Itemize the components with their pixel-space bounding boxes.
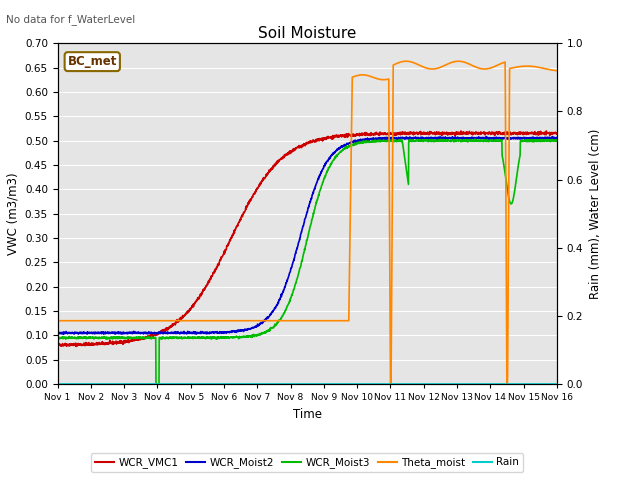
Y-axis label: Rain (mm), Water Level (cm): Rain (mm), Water Level (cm) [589,129,602,299]
X-axis label: Time: Time [292,408,322,420]
Text: BC_met: BC_met [68,55,117,68]
Legend: WCR_VMC1, WCR_Moist2, WCR_Moist3, Theta_moist, Rain: WCR_VMC1, WCR_Moist2, WCR_Moist3, Theta_… [91,453,524,472]
Text: No data for f_WaterLevel: No data for f_WaterLevel [6,14,136,25]
Title: Soil Moisture: Soil Moisture [258,25,356,41]
Y-axis label: VWC (m3/m3): VWC (m3/m3) [6,172,19,255]
